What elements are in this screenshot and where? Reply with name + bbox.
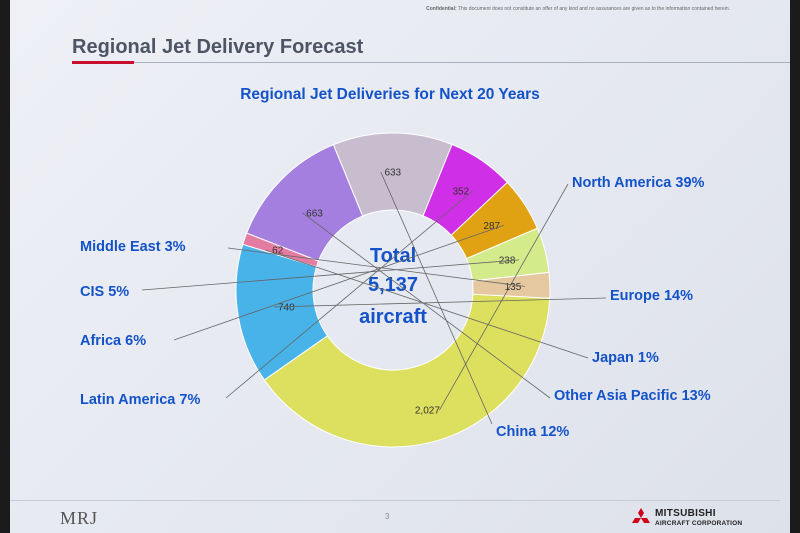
leader-line-japan xyxy=(265,249,589,359)
leader-line-europe xyxy=(274,297,607,308)
category-label-middle-east: Middle East 3% xyxy=(80,239,186,255)
value-label-europe: 740 xyxy=(278,302,295,313)
value-label-china: 633 xyxy=(384,168,401,179)
confidential-notice: Confidential: This document does not con… xyxy=(426,6,730,12)
category-label-north-america: North America 39% xyxy=(572,175,705,191)
value-label-middle-east: 135 xyxy=(505,282,522,293)
leader-line-middle-east xyxy=(227,247,525,287)
category-label-china: China 12% xyxy=(496,424,569,440)
page-number: 3 xyxy=(385,512,390,521)
brand-name: MITSUBISHI xyxy=(655,508,716,519)
chart-title: Regional Jet Deliveries for Next 20 Year… xyxy=(240,86,540,103)
mrj-logo: MRJ xyxy=(60,508,99,528)
category-label-japan: Japan 1% xyxy=(592,350,659,366)
leader-line-africa xyxy=(173,225,504,341)
category-label-europe: Europe 14% xyxy=(610,288,693,304)
title-underline-accent xyxy=(72,61,134,64)
three-diamonds-logo-icon xyxy=(632,508,650,523)
leader-line-cis xyxy=(141,259,520,291)
slices-layer xyxy=(235,132,551,448)
confidential-text: This document does not constitute an off… xyxy=(457,6,730,12)
brand-subtitle: AIRCRAFT CORPORATION xyxy=(655,520,743,527)
category-label-africa: Africa 6% xyxy=(80,333,146,349)
center-label-line-3: aircraft xyxy=(359,306,427,328)
value-label-north-america: 2,027 xyxy=(415,406,440,417)
footer-divider xyxy=(10,500,780,501)
title-underline-rule xyxy=(134,62,790,63)
category-label-latin-america: Latin America 7% xyxy=(80,392,200,408)
center-label-line-2: 5,137 xyxy=(368,274,418,296)
confidential-label: Confidential: xyxy=(426,6,457,12)
value-label-africa: 287 xyxy=(483,221,500,232)
slice-north-america xyxy=(263,293,551,448)
value-label-japan: 62 xyxy=(272,246,284,257)
center-label-group: Total 5,137 aircraft xyxy=(359,245,427,328)
leader-line-other-asia-pacific xyxy=(302,212,551,399)
category-label-cis: CIS 5% xyxy=(80,284,129,300)
leader-line-latin-america xyxy=(225,190,474,399)
value-label-other-asia-pacific: 663 xyxy=(306,208,323,219)
labels-layer: 2,027 North America 39% 740 Europe 14% 62 Jap… xyxy=(80,168,711,440)
center-label-line-1: Total xyxy=(370,245,416,267)
leader-line-china xyxy=(380,171,493,425)
category-label-other-asia-pacific: Other Asia Pacific 13% xyxy=(554,388,711,404)
slice-middle-east xyxy=(471,271,551,299)
value-label-latin-america: 352 xyxy=(452,187,469,198)
page-title: Regional Jet Delivery Forecast xyxy=(72,36,364,58)
leader-line-north-america xyxy=(439,183,569,411)
